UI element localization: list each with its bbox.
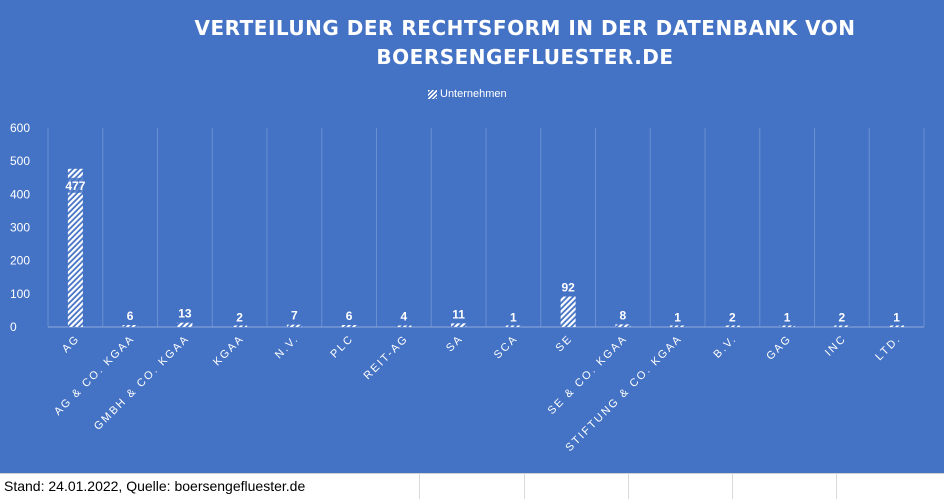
cell-divider [628,474,629,499]
legend: Unternehmen [428,88,507,100]
data-label: 92 [561,280,575,294]
bar [670,325,686,327]
data-label: 1 [784,311,791,325]
data-label: 6 [346,309,353,323]
cell-divider [524,474,525,499]
data-label: 7 [291,309,298,323]
bar [122,325,138,327]
data-label: 4 [401,310,408,324]
bar [341,325,357,327]
x-tick-label: REIT-AG [361,333,411,383]
bar [232,325,248,327]
y-tick-label: 500 [10,154,30,168]
bar [889,325,905,327]
data-label: 2 [839,310,846,324]
cell-divider [419,474,420,499]
chart-area: 0 100 200 300 400 500 600 477 6 13 2 7 6 4 11 1 92 8 1 2 1 2… [0,0,944,473]
x-tick-label: SCA [492,333,521,362]
bar [615,324,631,327]
x-tick-label: INC [823,333,849,359]
x-tick-label: PLC [328,333,356,361]
x-tick-label: KGAA [211,333,247,369]
source-note: Stand: 24.01.2022, Quelle: boersengeflue… [4,478,306,494]
data-label: 477 [65,179,85,193]
y-tick-label: 600 [10,121,30,135]
y-tick-label: 300 [10,221,30,235]
y-tick-label: 200 [10,254,30,268]
y-tick-label: 0 [10,320,17,334]
data-label: 6 [127,309,134,323]
cell-divider [836,474,837,499]
x-tick-label: N.V. [273,333,302,362]
bar [834,325,850,327]
y-tick-label: 400 [10,187,30,201]
data-label: 8 [620,308,627,322]
data-label: 1 [893,311,900,325]
cell-divider [732,474,733,499]
data-label: 1 [510,311,517,325]
bar [505,325,521,327]
x-tick-label: STIFTUNG & CO. KGAA [563,333,684,454]
bar [779,325,795,327]
x-tick-label: GMBH & CO. KGAA [92,333,192,433]
bar [451,323,467,327]
x-tick-label: GAG [764,333,794,363]
legend-label: Unternehmen [440,88,507,100]
legend-swatch [428,89,437,99]
x-tick-label: SE [554,333,576,355]
data-label: 11 [452,307,465,321]
bar [67,168,83,327]
data-label: 1 [674,311,681,325]
data-label: 2 [729,310,736,324]
data-label: 13 [178,307,192,321]
bar [560,296,576,327]
x-tick-label: AG [60,333,83,356]
chart-title: VERTEILUNG DER RECHTSFORM IN DER DATENBA… [194,16,856,69]
x-tick-label: B.V. [711,333,739,361]
y-tick-label: 100 [10,287,30,301]
bar [177,322,193,327]
bar [724,325,740,327]
data-label: 2 [236,310,243,324]
data-label-bg [61,177,90,193]
x-tick-label: LTD. [873,333,903,363]
bar [286,324,302,327]
bar [396,325,412,327]
footer: Stand: 24.01.2022, Quelle: boersengeflue… [0,473,944,499]
x-tick-label: SA [444,333,466,355]
